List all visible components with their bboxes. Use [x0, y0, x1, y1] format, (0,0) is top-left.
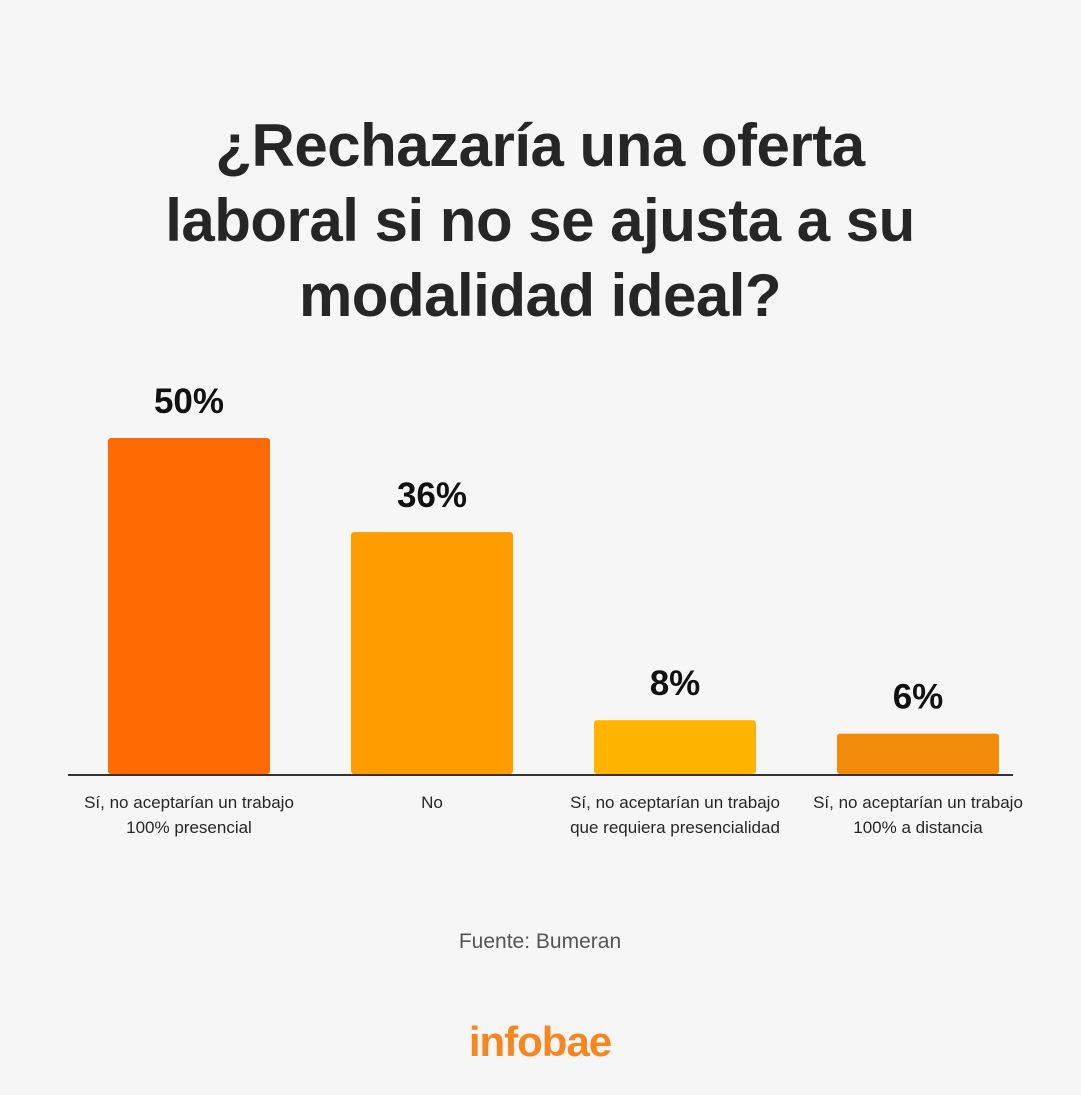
category-label-4: Sí, no aceptarían un trabajo 100% a dist…: [813, 793, 1023, 837]
bars-group: [108, 438, 999, 774]
value-label-4: 6%: [893, 678, 944, 717]
category-label-3: Sí, no aceptarían un trabajo que requier…: [570, 793, 780, 837]
page-title: ¿Rechazaría una oferta laboral si no se …: [165, 112, 915, 329]
value-label-2: 36%: [397, 476, 467, 515]
bar-4: [837, 733, 999, 774]
value-label-1: 50%: [154, 382, 224, 421]
bar-3: [594, 720, 756, 774]
value-label-3: 8%: [650, 664, 701, 703]
category-label-1: Sí, no aceptarían un trabajo 100% presen…: [84, 793, 294, 837]
value-labels-group: 50% 36% 8% 6%: [154, 382, 943, 717]
infobae-logo: infobae: [468, 1018, 612, 1065]
category-label-2: No: [421, 793, 443, 812]
source-note: Fuente: Bumeran: [458, 930, 622, 953]
bar-1: [108, 438, 270, 774]
bar-2: [351, 532, 513, 774]
